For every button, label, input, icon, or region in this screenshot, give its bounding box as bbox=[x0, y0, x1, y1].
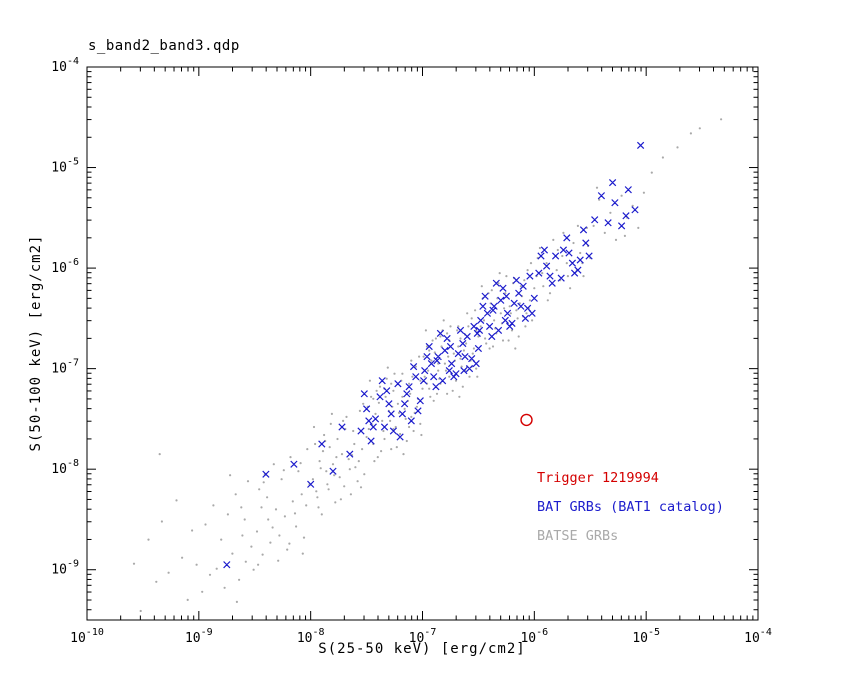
y-axis-label: S(50-100 keV) [erg/cm2] bbox=[28, 234, 44, 452]
legend-item-trigger: Trigger 1219994 bbox=[537, 470, 659, 486]
svg-text:10-5: 10-5 bbox=[51, 157, 79, 176]
svg-text:10-5: 10-5 bbox=[632, 627, 660, 646]
svg-text:10-7: 10-7 bbox=[409, 627, 437, 646]
svg-text:10-8: 10-8 bbox=[51, 458, 79, 477]
svg-text:10-9: 10-9 bbox=[51, 559, 79, 578]
legend-item-bat-grbs: BAT GRBs (BAT1 catalog) bbox=[537, 499, 724, 515]
svg-text:10-6: 10-6 bbox=[520, 627, 548, 646]
svg-text:10-8: 10-8 bbox=[297, 627, 325, 646]
plot-title: s_band2_band3.qdp bbox=[88, 38, 240, 54]
svg-text:10-7: 10-7 bbox=[51, 358, 79, 377]
svg-text:10-4: 10-4 bbox=[744, 627, 772, 646]
svg-text:10-10: 10-10 bbox=[70, 627, 104, 646]
x-axis-label: S(25-50 keV) [erg/cm2] bbox=[318, 641, 526, 657]
legend: Trigger 1219994 BAT GRBs (BAT1 catalog) … bbox=[537, 464, 724, 551]
legend-item-batse-grbs: BATSE GRBs bbox=[537, 528, 619, 544]
svg-text:10-6: 10-6 bbox=[51, 257, 79, 276]
svg-text:10-4: 10-4 bbox=[51, 56, 79, 75]
svg-text:10-9: 10-9 bbox=[185, 627, 213, 646]
